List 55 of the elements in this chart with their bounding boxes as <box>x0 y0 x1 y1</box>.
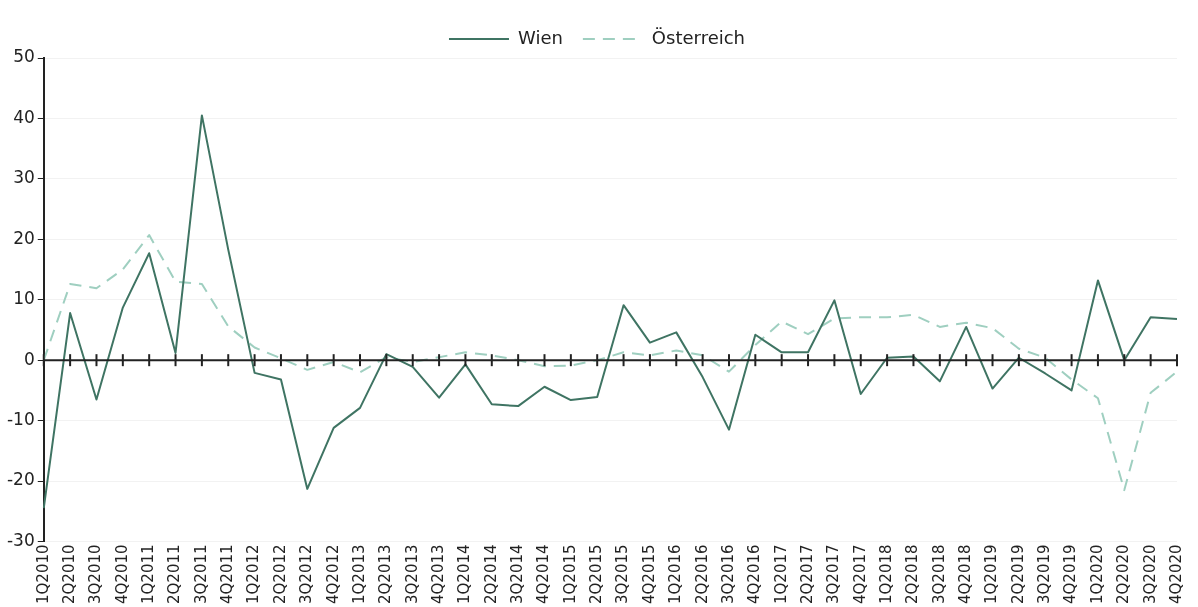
x-tick-label: 3Q2014 <box>508 544 527 605</box>
y-tick-label: 50 <box>13 46 35 67</box>
y-tick-label: 0 <box>23 348 35 369</box>
x-tick-label: 2Q2010 <box>60 544 79 605</box>
x-tick-label: 4Q2015 <box>639 544 658 605</box>
x-tick-label: 2Q2018 <box>903 544 922 605</box>
x-tick-label: 3Q2018 <box>929 544 948 605</box>
x-tick-label: 4Q2010 <box>112 544 131 605</box>
x-tick-label: 4Q2017 <box>850 544 869 605</box>
legend-label: Österreich <box>651 26 746 48</box>
legend-label: Wien <box>517 26 563 48</box>
x-tick-label: 2Q2015 <box>587 544 606 605</box>
x-tick-label: 1Q2011 <box>139 544 158 605</box>
x-tick-label: 4Q2016 <box>745 544 764 605</box>
x-tick-label: 1Q2015 <box>560 544 579 605</box>
x-tick-label: 1Q2013 <box>349 544 368 605</box>
x-tick-label: 1Q2017 <box>771 544 790 605</box>
x-tick-label: 1Q2014 <box>455 544 474 605</box>
x-tick-label: 4Q2011 <box>218 544 237 605</box>
x-tick-label: 2Q2011 <box>165 544 184 605</box>
x-tick-label: 2Q2017 <box>797 544 816 605</box>
x-tick-label: 2Q2012 <box>270 544 289 605</box>
x-tick-label: 4Q2012 <box>323 544 342 605</box>
x-tick-label: 3Q2011 <box>191 544 210 605</box>
y-tick-label: 20 <box>13 227 35 248</box>
x-tick-label: 4Q2020 <box>1166 544 1185 605</box>
x-tick-label: 3Q2016 <box>718 544 737 605</box>
x-tick-label: 3Q2017 <box>824 544 843 605</box>
x-tick-label: 4Q2018 <box>956 544 975 605</box>
x-tick-label: 1Q2016 <box>666 544 685 605</box>
x-tick-label: 1Q2018 <box>876 544 895 605</box>
x-tick-label: 3Q2015 <box>613 544 632 605</box>
x-tick-label: 2Q2013 <box>376 544 395 605</box>
x-tick-label: 1Q2020 <box>1087 544 1106 605</box>
y-tick-label: -10 <box>6 409 35 430</box>
x-tick-label: 3Q2013 <box>402 544 421 605</box>
x-tick-label: 3Q2019 <box>1035 544 1054 605</box>
y-tick-label: 40 <box>13 106 35 127</box>
y-tick-label: 10 <box>13 288 35 309</box>
y-tick-label: -30 <box>6 529 35 550</box>
x-tick-label: 4Q2019 <box>1061 544 1080 605</box>
x-tick-label: 3Q2012 <box>297 544 316 605</box>
x-tick-label: 3Q2020 <box>1140 544 1159 605</box>
y-tick-label: -20 <box>6 469 35 490</box>
x-tick-label: 1Q2019 <box>982 544 1001 605</box>
x-tick-label: 2Q2020 <box>1114 544 1133 605</box>
x-tick-label: 3Q2010 <box>86 544 105 605</box>
x-tick-label: 2Q2014 <box>481 544 500 605</box>
x-tick-label: 2Q2019 <box>1008 544 1027 605</box>
x-tick-label: 4Q2013 <box>428 544 447 605</box>
x-tick-label: 1Q2012 <box>244 544 263 605</box>
x-tick-label: 2Q2016 <box>692 544 711 605</box>
y-tick-label: 30 <box>13 167 35 188</box>
x-tick-label: 1Q2010 <box>33 544 52 605</box>
x-tick-label: 4Q2014 <box>534 544 553 605</box>
